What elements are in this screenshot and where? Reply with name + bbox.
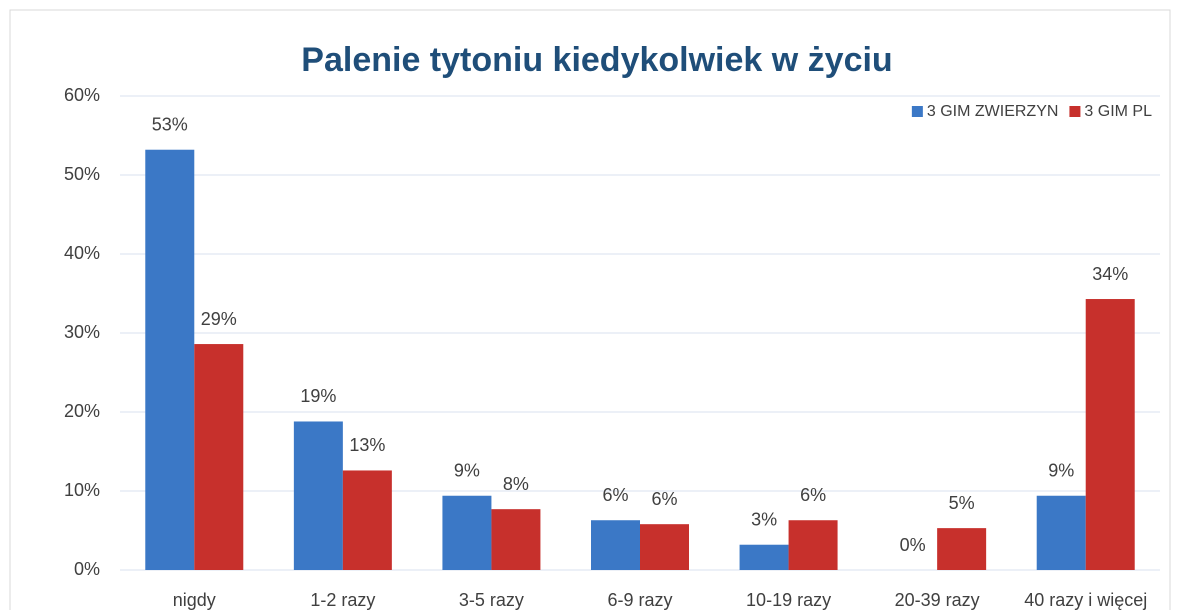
y-tick-label: 20% <box>64 401 100 421</box>
data-label: 3% <box>751 509 777 529</box>
data-label: 9% <box>1048 460 1074 480</box>
x-tick-label: 3-5 razy <box>459 590 524 610</box>
x-tick-label: nigdy <box>173 590 216 610</box>
bar <box>293 421 343 570</box>
bar <box>194 344 244 570</box>
data-label: 9% <box>454 460 480 480</box>
data-label: 5% <box>949 493 975 513</box>
y-tick-label: 60% <box>64 85 100 105</box>
data-label: 6% <box>651 489 677 509</box>
legend-swatch <box>911 106 923 117</box>
bar <box>1085 299 1135 570</box>
data-label: 0% <box>900 535 926 555</box>
data-label: 13% <box>349 435 385 455</box>
bar <box>491 509 541 570</box>
data-label: 6% <box>800 485 826 505</box>
x-tick-label: 10-19 razy <box>746 590 831 610</box>
y-tick-label: 40% <box>64 243 100 263</box>
chart-title: Palenie tytoniu kiedykolwiek w życiu <box>301 41 892 79</box>
data-label: 53% <box>152 114 188 134</box>
bar <box>739 544 789 570</box>
bar <box>145 149 195 570</box>
data-label: 29% <box>201 309 237 329</box>
data-label: 8% <box>503 474 529 494</box>
x-tick-label: 6-9 razy <box>607 590 672 610</box>
bar <box>1036 495 1086 570</box>
legend-label: 3 GIM PL <box>1084 103 1152 120</box>
bar <box>591 520 640 570</box>
y-tick-label: 50% <box>64 164 100 184</box>
x-tick-label: 1-2 razy <box>310 590 375 610</box>
y-tick-label: 0% <box>74 559 100 579</box>
data-label: 19% <box>300 386 336 406</box>
bar <box>937 528 987 570</box>
y-tick-label: 10% <box>64 480 100 500</box>
legend-swatch <box>1069 106 1081 117</box>
bar <box>788 520 838 570</box>
bar <box>342 470 392 570</box>
legend-label: 3 GIM ZWIERZYN <box>927 103 1059 120</box>
data-label: 34% <box>1092 264 1128 284</box>
x-tick-label: 40 razy i więcej <box>1024 590 1147 610</box>
x-tick-label: 20-39 razy <box>895 590 980 610</box>
bar <box>640 524 689 570</box>
y-tick-label: 30% <box>64 322 100 342</box>
bar <box>442 495 492 570</box>
data-label: 6% <box>602 485 628 505</box>
